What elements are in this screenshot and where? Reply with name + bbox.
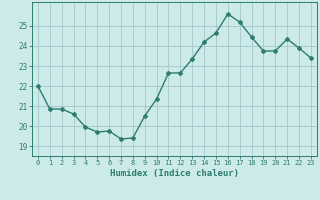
X-axis label: Humidex (Indice chaleur): Humidex (Indice chaleur) bbox=[110, 169, 239, 178]
